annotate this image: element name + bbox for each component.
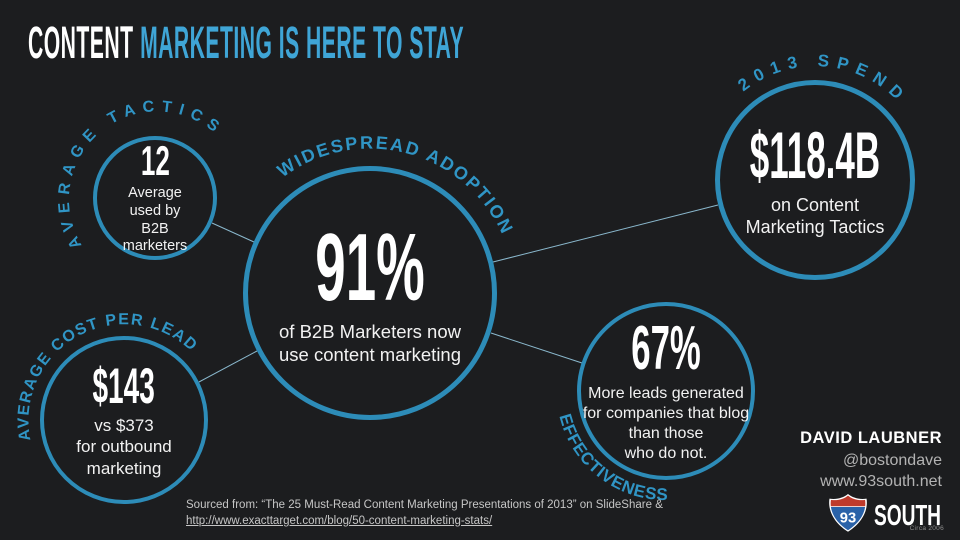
credit-website: www.93south.net	[820, 473, 942, 490]
shield-blue-field	[830, 506, 866, 531]
stat-desc-cost: vs $373 for outbound marketing	[76, 416, 172, 478]
title-part-white: CONTENT	[28, 17, 134, 68]
page-title: CONTENT MARKETING IS HERE TO STAY	[28, 16, 464, 70]
logo-wordmark: SOUTH Circa 2006	[874, 493, 944, 533]
shield-red-band	[830, 495, 866, 507]
source-link[interactable]: http://www.exacttarget.com/blog/50-conte…	[186, 514, 493, 527]
source-citation: Sourced from: “The 25 Must-Read Content …	[186, 498, 663, 529]
stat-value-cost: $143	[92, 358, 156, 415]
stat-desc-tactics: Average used by B2B marketers	[122, 185, 188, 255]
stat-value-adoption: 91%	[315, 213, 425, 321]
stat-value-tactics: 12	[140, 137, 170, 185]
source-text: Sourced from: “The 25 Must-Read Content …	[186, 499, 663, 511]
stat-value-effectiveness: 67%	[631, 314, 701, 384]
connector-line-cost-adoption	[198, 350, 258, 383]
stat-desc-effectiveness: More leads generated for companies that …	[582, 385, 750, 462]
shield-route-number: 93	[840, 510, 856, 526]
credit-twitter-handle: @bostondave	[843, 452, 942, 469]
stat-desc-spend: on Content Marketing Tactics	[745, 194, 885, 238]
title-part-blue: MARKETING IS HERE TO STAY	[140, 17, 465, 68]
stat-value-spend: $118.4B	[749, 117, 881, 192]
connector-line-adoption-effectiveness	[490, 332, 583, 364]
stat-circle-average-cost-per-lead: $143 vs $373 for outbound marketing	[40, 336, 208, 504]
stat-circle-effectiveness: 67% More leads generated for companies t…	[577, 302, 755, 480]
connector-line-tactics-adoption	[211, 222, 255, 243]
stat-circle-average-tactics: 12 Average used by B2B marketers	[93, 136, 217, 260]
connector-line-adoption-spend	[492, 204, 719, 263]
stat-circle-2013-spend: $118.4B on Content Marketing Tactics	[715, 80, 915, 280]
logo-tagline: Circa 2006	[909, 525, 944, 532]
stat-circle-widespread-adoption: 91% of B2B Marketers now use content mar…	[243, 166, 497, 420]
credit-name: DAVID LAUBNER	[800, 429, 942, 447]
93-south-logo: 93 SOUTH Circa 2006	[825, 493, 944, 533]
logo-wordmark-text: SOUTH	[874, 500, 941, 532]
credit-block: DAVID LAUBNER @bostondave www.93south.ne…	[800, 429, 942, 491]
interstate-93-shield-icon: 93	[829, 494, 867, 532]
stat-desc-adoption: of B2B Marketers now use content marketi…	[278, 320, 462, 365]
